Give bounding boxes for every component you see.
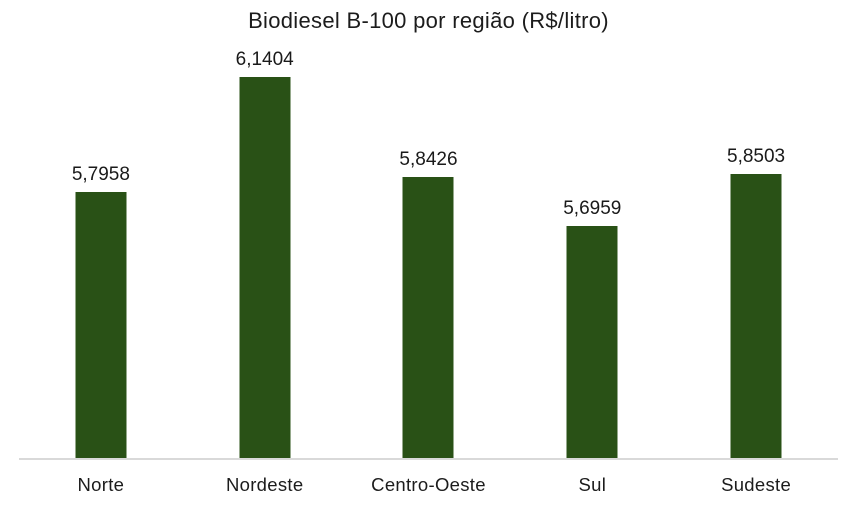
bar-value-label: 5,7958 bbox=[71, 164, 130, 185]
bar-slot: 5,8426 bbox=[347, 44, 511, 458]
bars-container: 5,7958 6,1404 5,8426 5,6959 5,8503 bbox=[19, 44, 838, 458]
bar-norte bbox=[75, 192, 127, 458]
x-axis-label: Sul bbox=[578, 474, 607, 495]
bar-sudeste bbox=[730, 174, 782, 458]
x-axis-label: Norte bbox=[77, 474, 125, 495]
x-axis-label: Sudeste bbox=[721, 474, 792, 495]
bar-value-label: 5,8503 bbox=[727, 146, 786, 167]
bar-nordeste bbox=[239, 77, 291, 458]
bar-value-label: 5,6959 bbox=[563, 198, 622, 219]
bar-slot: 5,6959 bbox=[510, 44, 674, 458]
bar-centro-oeste bbox=[402, 177, 454, 458]
bar-slot: 5,7958 bbox=[19, 44, 183, 458]
x-axis-label: Nordeste bbox=[225, 474, 304, 495]
bar-slot: 5,8503 bbox=[674, 44, 838, 458]
chart-title: Biodiesel B-100 por região (R$/litro) bbox=[248, 8, 609, 33]
x-axis-label: Centro-Oeste bbox=[371, 474, 486, 495]
bar-value-label: 5,8426 bbox=[399, 149, 458, 170]
bar-slot: 6,1404 bbox=[183, 44, 347, 458]
bar-value-label: 6,1404 bbox=[235, 49, 294, 70]
x-axis-labels: Norte Nordeste Centro-Oeste Sul Sudeste bbox=[19, 474, 838, 496]
bar-sul bbox=[566, 226, 618, 458]
plot-area: 5,7958 6,1404 5,8426 5,6959 5,8503 Norte Nord… bbox=[19, 44, 838, 495]
